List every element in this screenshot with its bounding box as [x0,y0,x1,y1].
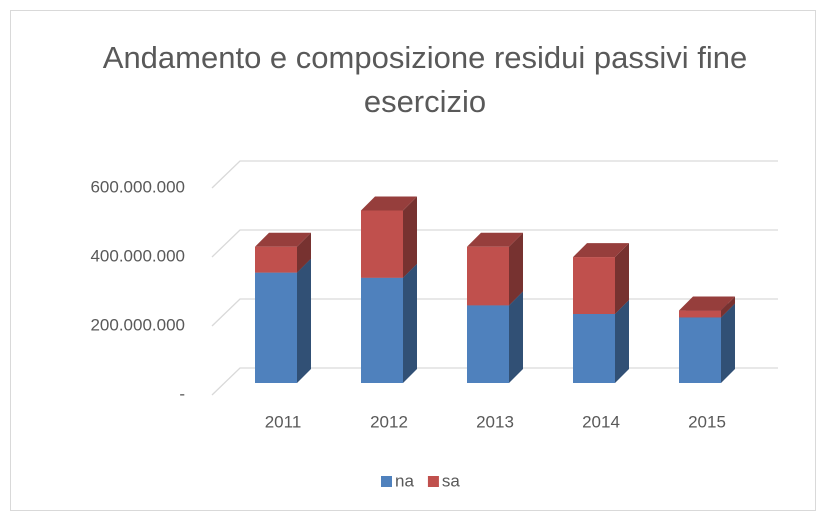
bar-side [297,232,311,273]
x-tick-label: 2012 [370,412,408,431]
bar-segment [573,243,629,314]
bar-front [679,317,721,383]
legend-label: na [395,471,414,490]
chart-border [10,10,816,511]
legend-label: sa [442,471,461,490]
bar-segment [361,196,417,278]
bar-segment [679,296,735,318]
bar-side [403,263,417,383]
bar-segment [255,232,311,273]
x-tick-label: 2014 [582,412,620,431]
bar-side [509,232,523,306]
bar-top [679,296,735,311]
chart-title: Andamento e composizione residui passivi… [102,40,748,119]
bar-side [721,303,735,383]
bar-side [509,291,523,383]
y-tick-label: 200.000.000 [90,315,185,334]
y-tick-label: 600.000.000 [90,177,185,196]
bar-front [573,257,615,314]
bar-side [615,300,629,383]
bar-front [361,277,403,383]
bar-top [573,243,629,258]
x-tick-label: 2011 [265,412,302,431]
grid-line [211,160,778,189]
bar-front [573,314,615,383]
bar-front [679,310,721,318]
bar-side [403,196,417,278]
y-tick-label: - [179,384,185,403]
bar-side [297,258,311,383]
bar-segment [467,291,523,383]
bar-top [467,232,523,247]
bar-side [615,243,629,314]
bar-segment [361,263,417,383]
legend-swatch [381,476,392,487]
x-tick-label: 2015 [688,412,726,431]
bar-top [361,196,417,211]
bar-top [255,232,311,247]
bar-side [721,296,735,318]
bar-front [467,246,509,306]
bar-segment [255,258,311,383]
legend-swatch [427,476,439,487]
grid-line [211,229,778,258]
bar-segment [467,232,523,306]
bar-front [255,246,297,273]
bar-front [467,305,509,383]
x-tick-label: 2013 [476,412,514,431]
bar-front [255,272,297,383]
y-tick-label: 400.000.000 [90,246,185,265]
bar-front [361,210,403,278]
